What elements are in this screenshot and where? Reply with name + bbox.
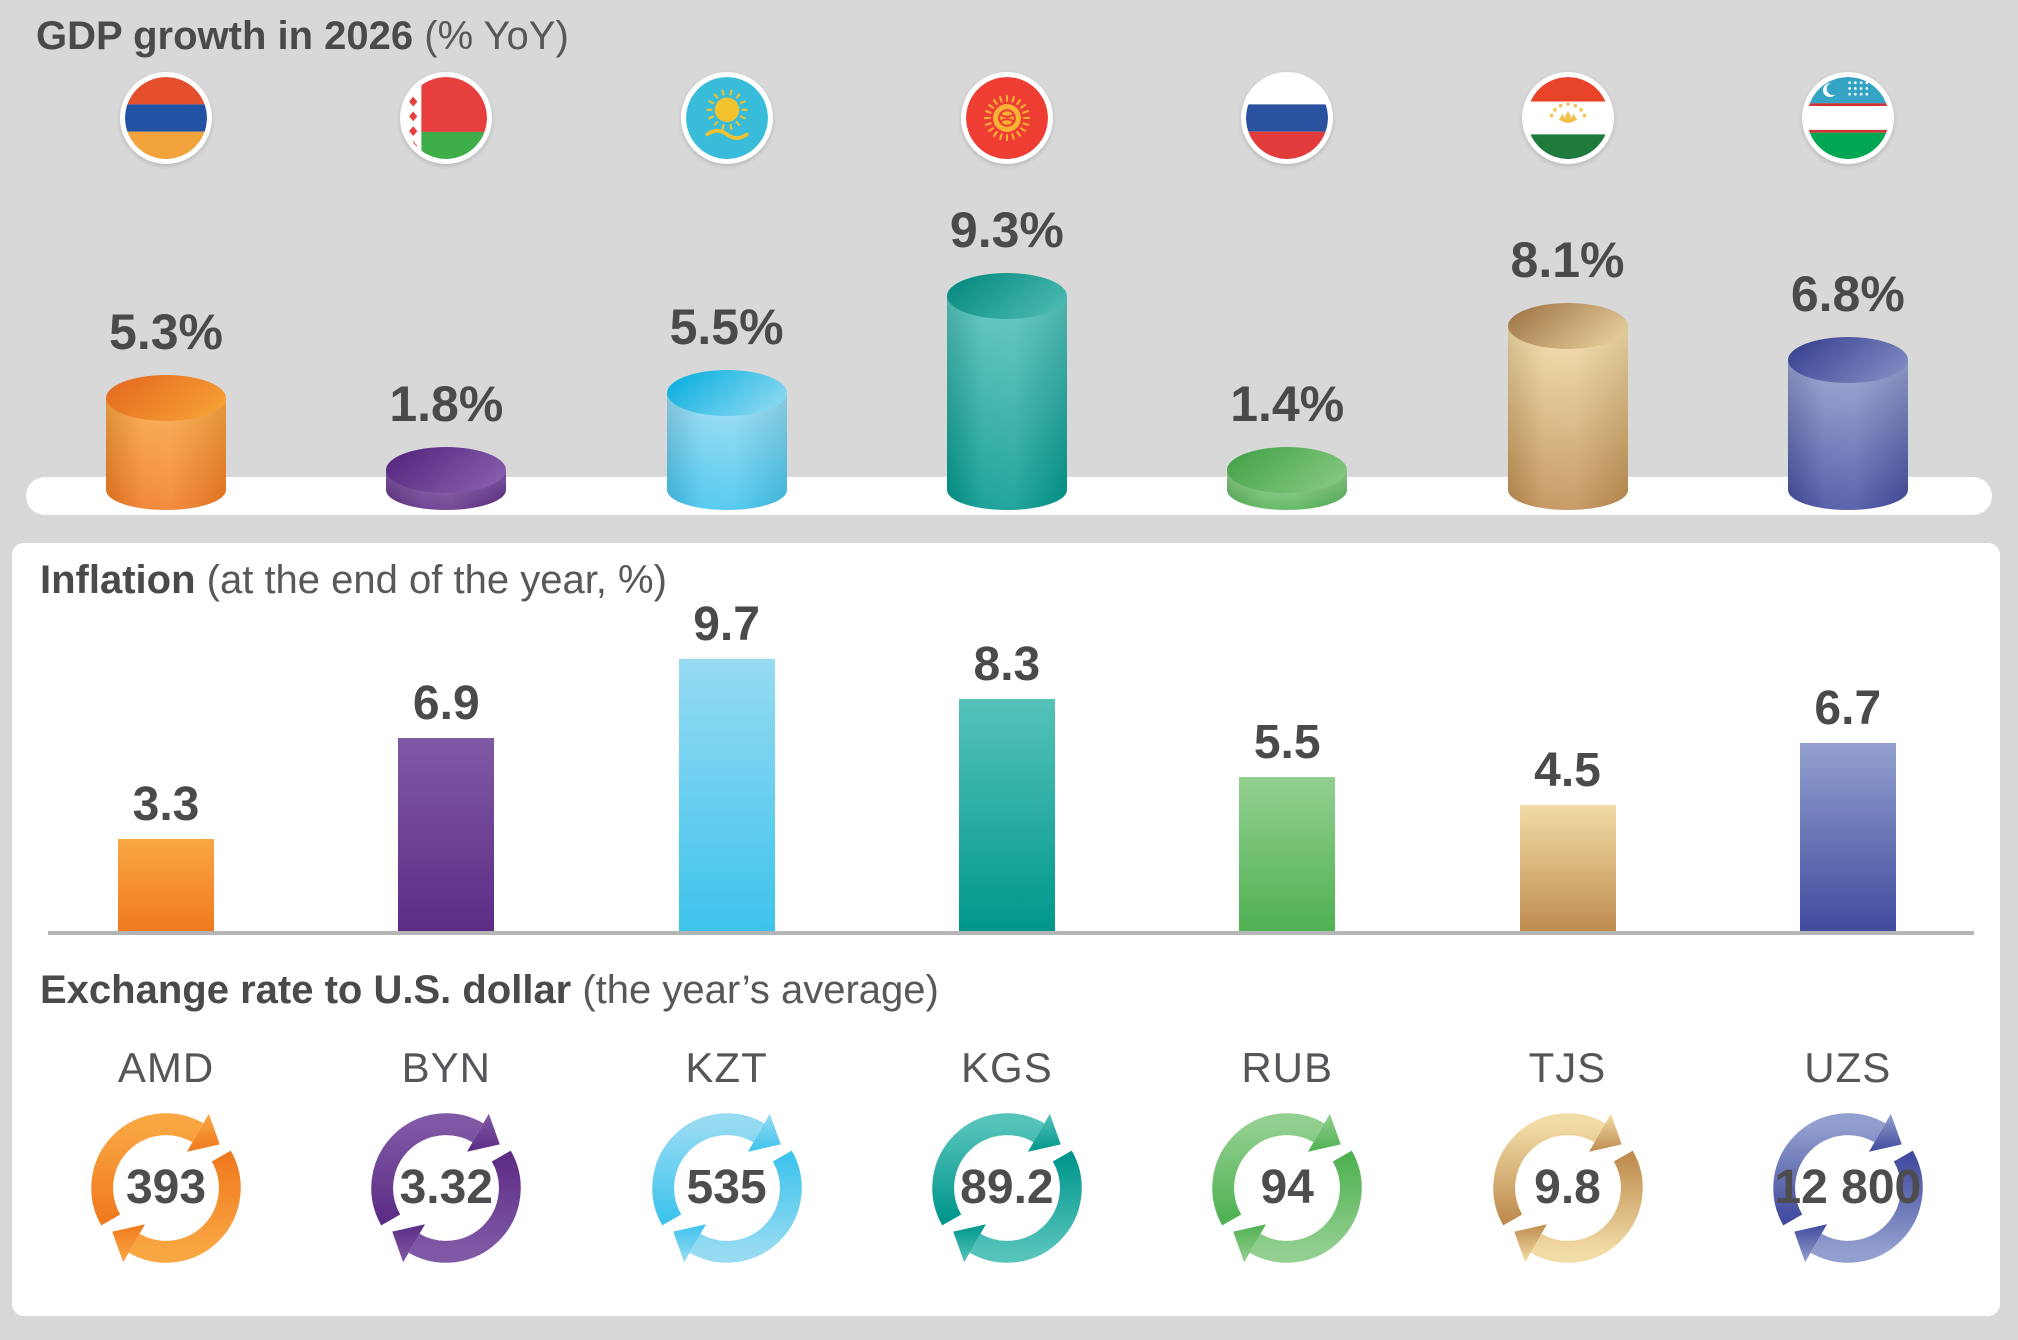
inflation-value-label: 9.7 (693, 598, 760, 651)
gdp-cylinder-bar (946, 296, 1067, 510)
gdp-value-label: 5.3% (109, 304, 223, 360)
gdp-cylinder-top (386, 447, 507, 493)
fx-rate-value: 94 (1260, 1161, 1314, 1214)
gdp-cylinder-bar (1507, 326, 1628, 510)
currency-code-label: TJS (1528, 1044, 1607, 1091)
fx-rate-value: 89.2 (960, 1161, 1054, 1214)
exchange-cycle-icon: 12 800 (1764, 1104, 1932, 1272)
inflation-bar (118, 839, 214, 931)
exchange-cycle-icon: 393 (82, 1104, 250, 1272)
gdp-cylinder-top (1787, 337, 1908, 383)
kyrgyzstan-flag-icon (960, 72, 1053, 164)
exchange-cycle-icon: 94 (1203, 1104, 1371, 1272)
inflation-title-bold: Inflation (40, 558, 196, 602)
fx-rate-value: 9.8 (1534, 1161, 1601, 1214)
fx-rate-value: 12 800 (1774, 1161, 1922, 1214)
inflation-bar (958, 699, 1055, 931)
tajikistan-flag-icon (1521, 72, 1614, 164)
gdp-value-label: 1.8% (389, 376, 504, 432)
belarus-flag-icon (400, 72, 493, 164)
gdp-value-label: 1.4% (1230, 376, 1345, 432)
fx-section-title: Exchange rate to U.S. dollar (the year’s… (40, 966, 939, 1014)
inflation-bar (398, 738, 495, 931)
inflation-value-label: 6.7 (1814, 682, 1882, 735)
exchange-cycle-icon: 535 (643, 1104, 811, 1272)
exchange-cycle-icon: 3.32 (362, 1104, 530, 1272)
gdp-value-label: 8.1% (1510, 232, 1625, 288)
gdp-title-bold: GDP growth in 2026 (36, 14, 414, 58)
currency-code-label: KGS (961, 1044, 1053, 1091)
gdp-section-title: GDP growth in 2026 (% YoY) (36, 12, 569, 60)
gdp-title-note: (% YoY) (413, 14, 569, 58)
russia-flag-icon (1241, 72, 1334, 164)
inflation-title-note: (at the end of the year, %) (195, 558, 667, 602)
uzbekistan-flag-icon (1801, 72, 1894, 164)
inflation-value-label: 3.3 (132, 778, 200, 831)
currency-code-label: KZT (685, 1044, 768, 1091)
armenia-flag-icon (120, 72, 212, 164)
exchange-cycle-icon: 9.8 (1484, 1104, 1652, 1272)
gdp-cylinder-top (1227, 447, 1348, 493)
currency-code-label: BYN (401, 1044, 491, 1091)
inflation-bar (1799, 743, 1896, 931)
fx-rate-value: 535 (686, 1161, 767, 1214)
gdp-cylinder-top (106, 375, 226, 421)
currency-code-label: RUB (1241, 1044, 1334, 1091)
inflation-value-label: 6.9 (412, 677, 480, 730)
inflation-section-title: Inflation (at the end of the year, %) (40, 556, 667, 604)
inflation-value-label: 5.5 (1253, 716, 1321, 769)
gdp-cylinder-top (1507, 303, 1628, 349)
gdp-value-label: 6.8% (1790, 266, 1905, 322)
inflation-value-label: 4.5 (1534, 744, 1601, 797)
gdp-value-label: 9.3% (949, 202, 1064, 258)
gdp-cylinder-top (666, 370, 787, 416)
fx-rate-value: 393 (125, 1161, 207, 1214)
inflation-bar (678, 659, 775, 931)
exchange-cycle-icon: 89.2 (923, 1104, 1091, 1272)
fx-rate-value: 3.32 (399, 1161, 493, 1214)
currency-code-label: UZS (1804, 1044, 1892, 1091)
gdp-cylinder-bar (1787, 360, 1908, 510)
fx-title-note: (the year’s average) (571, 968, 939, 1012)
gdp-value-label: 5.5% (669, 299, 784, 355)
inflation-axis-baseline (48, 931, 1974, 935)
inflation-bar (1519, 805, 1616, 931)
kazakhstan-flag-icon (680, 72, 773, 164)
inflation-bar (1239, 777, 1336, 931)
currency-code-label: AMD (117, 1044, 215, 1091)
fx-title-bold: Exchange rate to U.S. dollar (40, 968, 572, 1012)
inflation-value-label: 8.3 (973, 638, 1041, 691)
gdp-cylinder-top (946, 273, 1067, 319)
